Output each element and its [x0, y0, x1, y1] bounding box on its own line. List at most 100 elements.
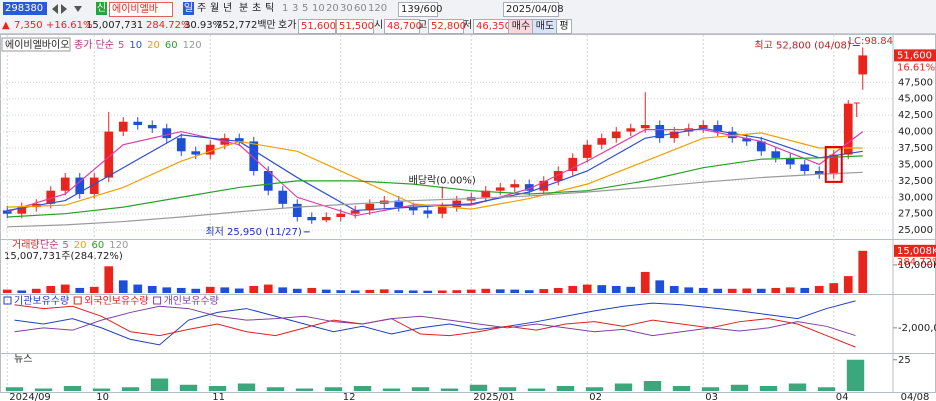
period-week[interactable]: 주 [197, 3, 207, 14]
bar [263, 284, 273, 293]
bar [382, 388, 401, 391]
x-tick-label: 2024/09 [9, 392, 51, 401]
holding-line [14, 305, 856, 337]
bar [481, 288, 491, 293]
bar [205, 286, 215, 293]
bar [191, 288, 201, 293]
signal-marker [853, 102, 860, 117]
y-tick-label: 27,500 [898, 209, 933, 220]
candle-body [176, 138, 186, 152]
x-tick-label: 04 [836, 392, 849, 401]
sell-button[interactable]: 매도 [532, 19, 558, 34]
candle-body [118, 121, 128, 132]
legend-entry: 60 [92, 240, 105, 251]
candle-body [46, 190, 56, 204]
change-pct: 16.61% [897, 62, 935, 73]
avg-button[interactable]: 평 [556, 19, 572, 34]
x-tick-label: 11 [212, 392, 225, 401]
candle-body [481, 190, 491, 198]
candle-body [800, 164, 810, 171]
period-tick[interactable]: 틱 [265, 3, 275, 14]
interval-button[interactable]: 3 [292, 3, 299, 14]
high-label: 고 [418, 20, 428, 31]
bar [63, 386, 82, 391]
candle-body [756, 141, 766, 152]
bar [452, 290, 462, 293]
candle-body [597, 138, 607, 145]
ma-line [7, 171, 863, 228]
bar [266, 387, 285, 391]
candle-body [698, 125, 708, 129]
candle-body [727, 131, 737, 139]
period-day[interactable]: 일 [183, 2, 194, 15]
nav-arrows[interactable] [52, 3, 92, 15]
bid-price: 51,500 [336, 19, 374, 34]
candle-body [539, 180, 549, 191]
dropdown-arrow[interactable] [74, 6, 82, 12]
y-tick-label: -2,000,000 [898, 323, 936, 334]
toolbar-row2: ▲ 7,350 +16.61% 15,007,731 284.72% 30.93… [0, 17, 936, 34]
bar [597, 285, 607, 293]
bar [800, 287, 810, 293]
stock-name-box [1, 37, 71, 52]
bar [510, 289, 520, 293]
bar [394, 290, 404, 293]
date-input[interactable]: 2025/04/08 [503, 2, 564, 17]
ma-line [7, 132, 863, 210]
candle-body [495, 187, 505, 191]
candle-body [553, 171, 563, 181]
bar [118, 280, 128, 293]
bar [730, 384, 749, 391]
stock-name-input[interactable]: 에이비엘바 [109, 2, 173, 17]
period-second[interactable]: 초 [252, 3, 262, 14]
period-minute[interactable]: 분 [239, 3, 249, 14]
bar [785, 287, 795, 293]
annotation: 최저 25,950 (11/27) [205, 226, 301, 238]
annotation: 배당락(0.00%) [409, 175, 476, 187]
y-tick-label: 32,500 [898, 176, 933, 187]
bar [336, 290, 346, 293]
interval-button[interactable]: 60 [354, 3, 367, 14]
bar [466, 289, 476, 293]
bar [220, 287, 230, 293]
count-input[interactable]: 139/600 [398, 2, 443, 17]
bar [234, 288, 244, 293]
bar [556, 386, 575, 391]
change-rate: +16.61% [46, 20, 93, 31]
bar [295, 388, 314, 391]
bar [727, 288, 737, 293]
next-arrow[interactable] [61, 4, 67, 14]
legend-swatch [3, 296, 12, 305]
bar [858, 250, 868, 293]
prev-arrow[interactable] [52, 4, 58, 14]
news-title: 뉴스 [14, 353, 32, 365]
interval-button[interactable]: 1 [282, 3, 289, 14]
period-month[interactable]: 월 [210, 3, 220, 14]
period-year[interactable]: 년 [223, 3, 233, 14]
candle-body [611, 131, 621, 139]
candle-body [582, 144, 592, 158]
stock-code-input[interactable]: 298380 [3, 2, 47, 15]
candle-body [437, 207, 447, 214]
last-volume-box [894, 244, 936, 257]
interval-button[interactable]: 5 [302, 3, 309, 14]
quote-label: 호가 [278, 20, 297, 31]
interval-button[interactable]: 10 [312, 3, 325, 14]
candle-body [350, 210, 360, 214]
bar [539, 289, 549, 293]
bar [31, 288, 41, 293]
annotation: 최고 52,800 (04/08) [754, 40, 850, 52]
bar [321, 289, 331, 293]
interval-button[interactable]: 30 [340, 3, 353, 14]
candle-body [829, 154, 839, 175]
bar [440, 388, 459, 391]
interval-button[interactable]: 20 [326, 3, 339, 14]
bar [582, 284, 592, 293]
candle-body [17, 207, 27, 214]
bar [669, 285, 679, 293]
interval-button[interactable]: 120 [368, 3, 388, 14]
bar [379, 289, 389, 293]
bar [17, 290, 27, 293]
bar [817, 387, 836, 391]
new-badge[interactable]: 신 [96, 2, 107, 15]
